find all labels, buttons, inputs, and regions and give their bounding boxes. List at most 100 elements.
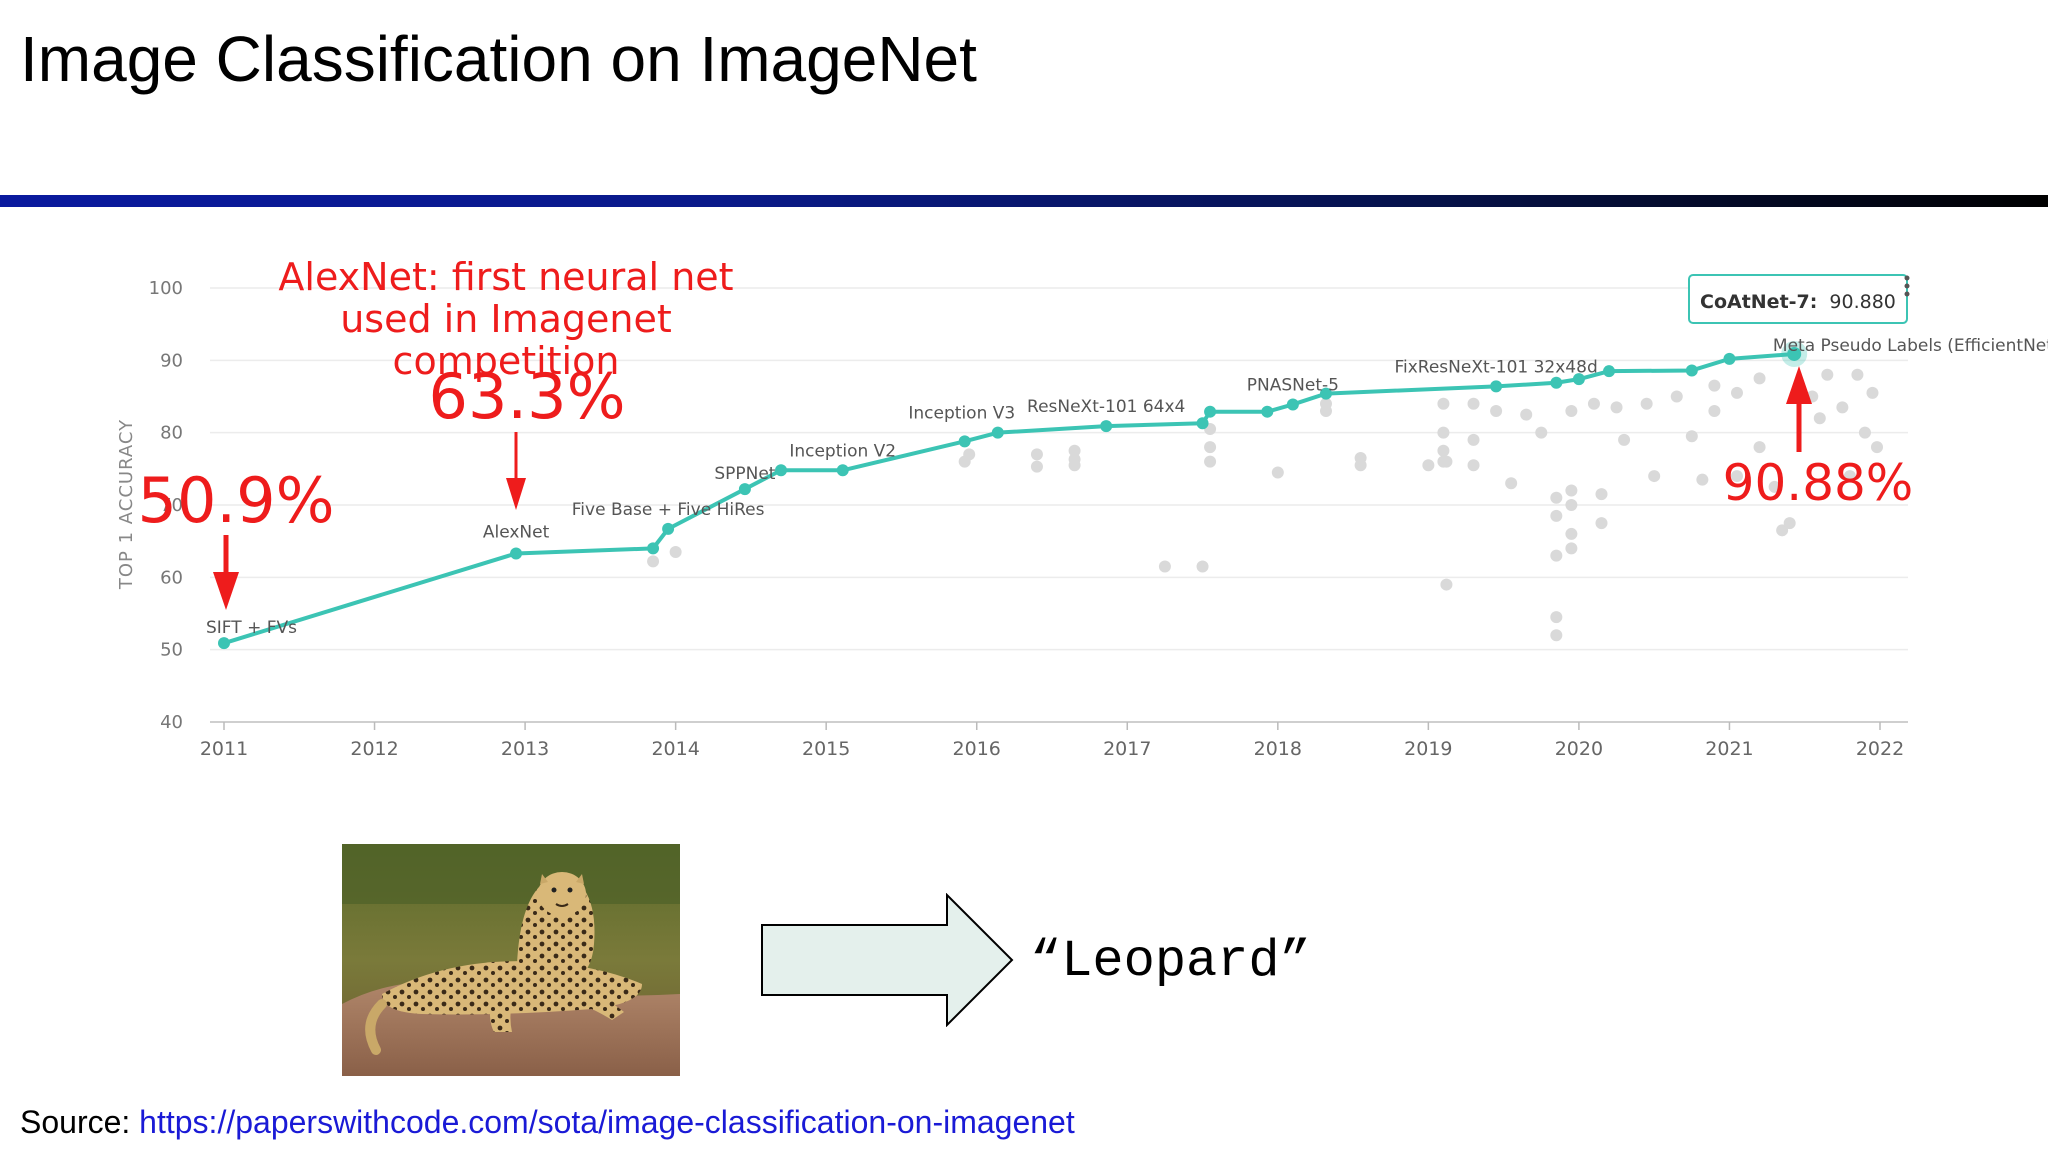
other-model-point xyxy=(1783,517,1796,530)
sota-series-line xyxy=(223,351,1795,646)
other-model-point xyxy=(1565,542,1578,555)
other-model-point xyxy=(1776,524,1789,537)
sota-point[interactable] xyxy=(1572,373,1585,386)
end-arrow-icon xyxy=(1786,366,1812,452)
other-model-point xyxy=(1610,401,1623,414)
axis-ticks: 40 50 60 70 80 90 100 2011 2012 2013 2014 2015 2016 2… xyxy=(149,278,1905,760)
x-tick-label: 2014 xyxy=(651,738,699,760)
other-model-point xyxy=(1030,448,1043,461)
other-model-point xyxy=(1768,480,1781,493)
x-tick-label: 2018 xyxy=(1254,738,1302,760)
sota-point-label: Inception V2 xyxy=(789,441,896,461)
other-model-point xyxy=(1730,386,1743,399)
other-model-point xyxy=(1753,372,1766,385)
source-label: Source: xyxy=(20,1104,140,1140)
other-model-point xyxy=(963,448,976,461)
other-model-point xyxy=(1030,460,1043,473)
alexnet-value: 63.3% xyxy=(429,360,626,433)
sota-point[interactable] xyxy=(1261,405,1274,418)
other-model-point xyxy=(1587,397,1600,410)
other-model-point xyxy=(1640,397,1653,410)
other-model-point xyxy=(1204,441,1217,454)
other-model-point xyxy=(1670,390,1683,403)
y-tick-label: 50 xyxy=(160,640,183,661)
sota-point[interactable] xyxy=(1196,417,1209,430)
sota-point[interactable] xyxy=(1685,364,1698,377)
title-divider xyxy=(0,195,2048,207)
other-model-point xyxy=(1753,441,1766,454)
other-model-point xyxy=(647,555,660,568)
source-link[interactable]: https://paperswithcode.com/sota/image-cl… xyxy=(139,1104,1075,1140)
other-model-point xyxy=(1437,444,1450,457)
other-model-point xyxy=(1836,401,1849,414)
sota-point[interactable] xyxy=(1787,346,1802,361)
y-tick-label: 40 xyxy=(160,712,183,733)
source-citation: Source: https://paperswithcode.com/sota/… xyxy=(20,1104,1075,1141)
other-model-point xyxy=(1422,459,1435,472)
x-tick-label: 2019 xyxy=(1404,738,1452,760)
other-model-point xyxy=(1490,404,1503,417)
x-tick-label: 2015 xyxy=(802,738,850,760)
sota-point[interactable] xyxy=(1286,398,1299,411)
sota-point[interactable] xyxy=(1723,352,1736,365)
sota-point[interactable] xyxy=(1100,420,1113,433)
other-model-point xyxy=(1068,459,1081,472)
point-labels: SIFT + FVs AlexNet Five Base + Five HiRes S… xyxy=(206,336,2048,638)
other-model-point xyxy=(1565,484,1578,497)
y-tick-label: 100 xyxy=(149,278,183,299)
other-model-point xyxy=(1708,404,1721,417)
other-model-point xyxy=(1196,560,1209,573)
sota-point-label: FixResNeXt-101 32x48d xyxy=(1394,357,1597,377)
sota-point[interactable] xyxy=(1319,387,1332,400)
x-tick-label: 2013 xyxy=(501,738,549,760)
other-model-point xyxy=(669,546,682,559)
end-value: 90.88% xyxy=(1723,454,1914,512)
other-model-point xyxy=(1618,433,1631,446)
x-tick-label: 2012 xyxy=(350,738,398,760)
sota-point[interactable] xyxy=(218,637,230,650)
sota-point-label: Inception V3 xyxy=(908,404,1015,424)
sota-point[interactable] xyxy=(647,542,660,555)
alexnet-arrow-icon xyxy=(506,432,526,510)
start-arrow-icon xyxy=(213,535,239,610)
chart-grid xyxy=(210,287,1908,730)
other-model-point xyxy=(1068,444,1081,457)
sota-point[interactable] xyxy=(1204,405,1217,418)
sota-point[interactable] xyxy=(1490,380,1503,393)
other-model-point xyxy=(1685,430,1698,443)
other-model-point xyxy=(1851,368,1864,381)
other-model-point xyxy=(1354,459,1367,472)
other-model-point xyxy=(1158,560,1171,573)
other-model-point xyxy=(1813,412,1826,425)
other-model-point xyxy=(1843,470,1856,483)
other-model-point xyxy=(1319,397,1332,410)
sota-point[interactable] xyxy=(1603,365,1616,378)
sota-point[interactable] xyxy=(836,464,849,477)
x-tick-label: 2011 xyxy=(200,738,248,760)
y-tick-label: 90 xyxy=(160,350,183,371)
other-model-point xyxy=(1821,368,1834,381)
other-model-point xyxy=(1535,426,1548,439)
other-model-point xyxy=(1648,470,1661,483)
other-model-point xyxy=(1520,408,1533,421)
slide-title: Image Classification on ImageNet xyxy=(20,23,977,95)
sota-point[interactable] xyxy=(510,547,523,560)
y-tick-label: 60 xyxy=(160,567,183,588)
other-model-point xyxy=(1467,459,1480,472)
chart-menu-icon[interactable] xyxy=(1904,275,1910,297)
sota-point[interactable] xyxy=(991,426,1004,439)
sota-point[interactable] xyxy=(1550,376,1563,389)
sota-point-label: SIFT + FVs xyxy=(206,618,297,638)
sota-point-label: ResNeXt-101 64x4 xyxy=(1027,397,1185,417)
sota-point[interactable] xyxy=(775,464,788,477)
other-model-point xyxy=(1870,441,1883,454)
accuracy-line-chart: SIFT + FVs AlexNet Five Base + Five HiRes S… xyxy=(116,255,2048,760)
leopard-photo xyxy=(342,844,680,1076)
other-model-point xyxy=(1204,455,1217,468)
other-model-point xyxy=(1440,578,1453,591)
sota-point[interactable] xyxy=(662,522,675,535)
x-tick-label: 2020 xyxy=(1555,738,1603,760)
sota-point[interactable] xyxy=(958,435,971,448)
sota-point[interactable] xyxy=(738,483,751,496)
sota-point-label: PNASNet-5 xyxy=(1247,375,1339,395)
